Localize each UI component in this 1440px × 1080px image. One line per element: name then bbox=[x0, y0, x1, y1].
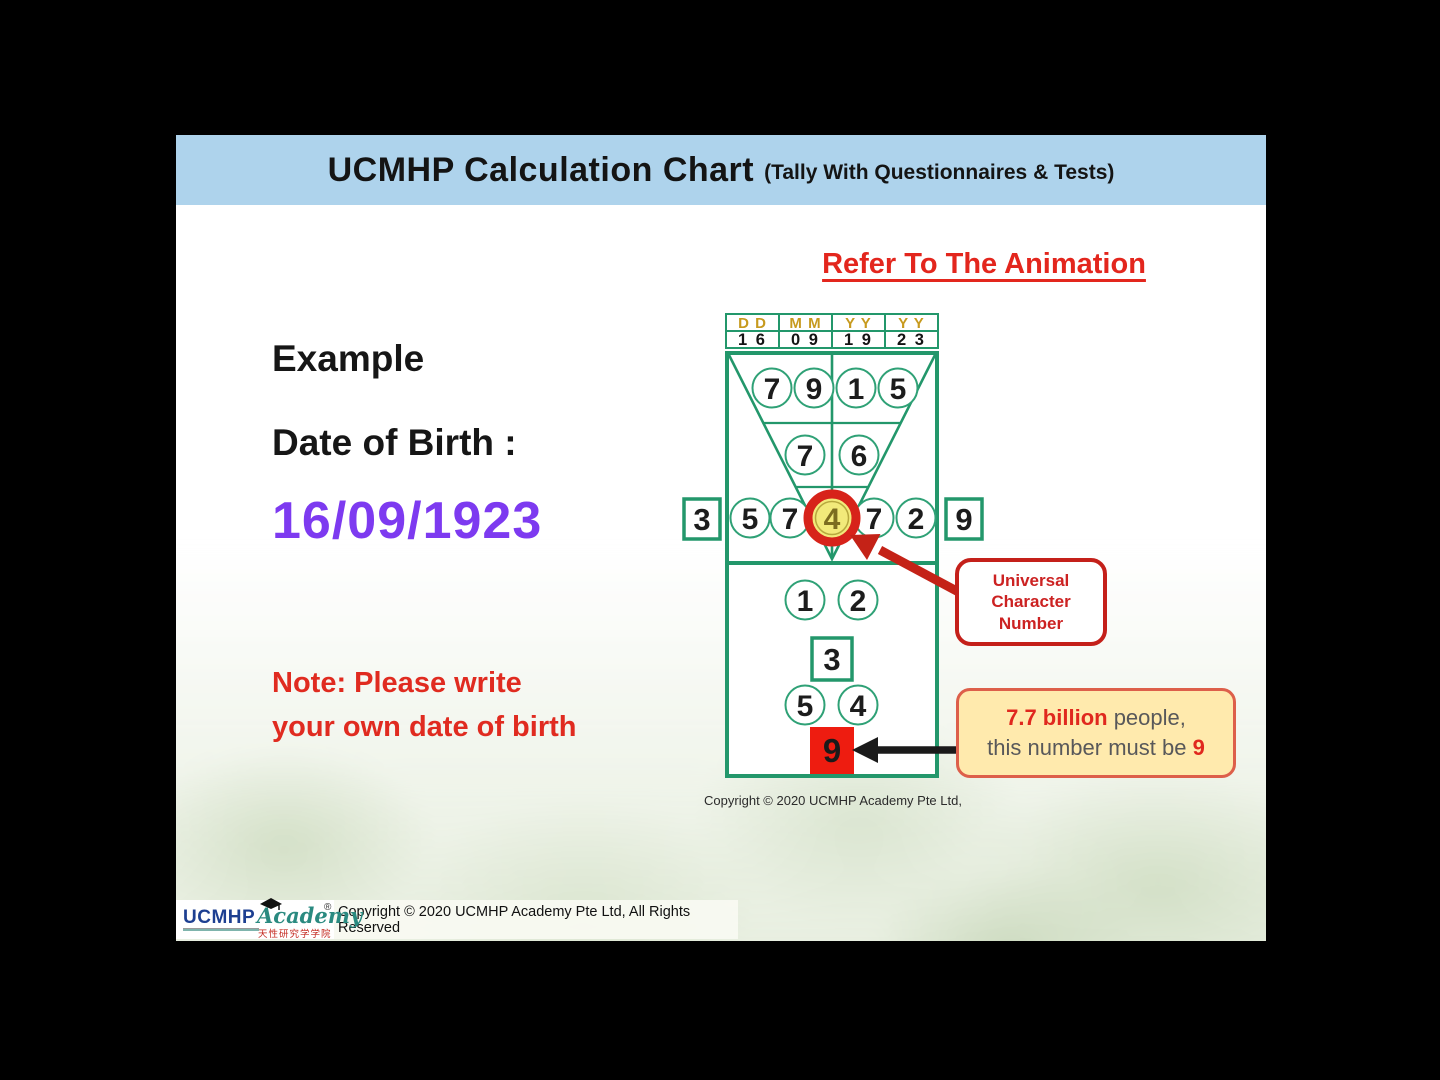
date-of-birth-value: 16/09/1923 bbox=[272, 492, 543, 550]
mid-num-3-highlight: 4 bbox=[824, 503, 841, 536]
triangle-row-1: 7 9 1 5 bbox=[751, 367, 919, 409]
highlighted-number-4: 4 bbox=[803, 489, 861, 547]
left-square-num: 3 bbox=[693, 502, 710, 537]
universal-character-number-callout: Universal Character Number bbox=[955, 558, 1107, 646]
presentation-slide: UCMHP Calculation Chart (Tally With Ques… bbox=[176, 135, 1266, 941]
note-text: Note: Please write your own date of birt… bbox=[272, 662, 577, 749]
billion-callout: 7.7 billion people, this number must be … bbox=[956, 688, 1236, 778]
root-number: 9 bbox=[823, 732, 841, 769]
header-label-dd: D D bbox=[738, 315, 767, 332]
billion-line-1: 7.7 billion people, bbox=[1006, 703, 1186, 733]
chart-copyright: Copyright © 2020 UCMHP Academy Pte Ltd, bbox=[704, 793, 962, 808]
note-line-1: Note: Please write bbox=[272, 667, 522, 699]
graduation-cap-icon bbox=[260, 898, 282, 910]
date-of-birth-label: Date of Birth : bbox=[272, 422, 517, 463]
footer-copyright: Copyright © 2020 UCMHP Academy Pte Ltd, … bbox=[338, 903, 691, 936]
billion-line-2: this number must be 9 bbox=[987, 733, 1205, 763]
logo-ucmhp-text: UCMHP bbox=[183, 907, 256, 928]
billion-rest: people, bbox=[1107, 705, 1186, 731]
calculation-chart: D D M M Y Y Y Y 1 6 0 9 1 9 2 3 bbox=[682, 313, 984, 778]
bottom-pair2-num2: 4 bbox=[850, 690, 867, 723]
bottom-pair1-num1: 1 bbox=[797, 585, 814, 618]
must-text: this number must be bbox=[987, 735, 1193, 760]
side-squares: 3 9 bbox=[682, 497, 984, 541]
root-number-box bbox=[810, 727, 854, 774]
ucmhp-academy-logo: UCMHP Academy ® 天性研究学学院 bbox=[176, 898, 362, 940]
ucn-line-1: Universal bbox=[992, 571, 1070, 591]
logo-chinese-text: 天性研究学学院 bbox=[258, 929, 332, 940]
triangle-row-2: 7 6 bbox=[784, 434, 880, 476]
header-label-mm: M M bbox=[789, 315, 821, 332]
root-arrow bbox=[852, 737, 959, 763]
row1-num-2: 9 bbox=[806, 373, 823, 406]
middle-row: 5 7 7 2 bbox=[729, 497, 937, 539]
refer-animation-link[interactable]: Refer To The Animation bbox=[822, 248, 1146, 280]
must-bold: 9 bbox=[1192, 735, 1205, 760]
lower-section: 1 2 3 5 4 9 bbox=[784, 579, 879, 774]
mid-num-4: 7 bbox=[866, 503, 883, 536]
ucn-line-2: Character bbox=[991, 592, 1071, 612]
ucn-line-3: Number bbox=[998, 613, 1064, 633]
mid-num-1: 5 bbox=[742, 503, 759, 536]
bottom-pair2-num1: 5 bbox=[797, 690, 814, 723]
header-label-yy1: Y Y bbox=[845, 315, 872, 332]
bottom-pair1-num2: 2 bbox=[850, 585, 867, 618]
note-line-2: your own date of birth bbox=[272, 710, 577, 743]
registered-mark: ® bbox=[324, 902, 332, 913]
row1-num-4: 5 bbox=[890, 373, 907, 406]
mid-num-2: 7 bbox=[782, 503, 799, 536]
footer-strip: UCMHP Academy ® 天性研究学学院 Copyright © 2020… bbox=[176, 898, 738, 940]
row2-num-2: 6 bbox=[851, 440, 868, 473]
row2-num-1: 7 bbox=[797, 440, 814, 473]
bottom-square-num: 3 bbox=[823, 642, 840, 677]
right-square-num: 9 bbox=[955, 502, 972, 537]
header-label-yy2: Y Y bbox=[898, 315, 925, 332]
slide-title-sub: (Tally With Questionnaires & Tests) bbox=[764, 161, 1115, 184]
row1-num-3: 1 bbox=[848, 373, 865, 406]
date-header-table: D D M M Y Y Y Y 1 6 0 9 1 9 2 3 bbox=[725, 313, 939, 349]
header-digits-year2: 2 3 bbox=[897, 331, 926, 349]
mid-num-5: 2 bbox=[908, 503, 925, 536]
slide-title-bar: UCMHP Calculation Chart (Tally With Ques… bbox=[176, 135, 1266, 205]
row1-num-1: 7 bbox=[764, 373, 781, 406]
header-digits-day: 1 6 bbox=[738, 331, 767, 349]
header-digits-year1: 1 9 bbox=[844, 331, 873, 349]
slide-title: UCMHP Calculation Chart bbox=[327, 150, 755, 189]
example-heading: Example bbox=[272, 338, 425, 379]
billion-bold: 7.7 billion bbox=[1006, 705, 1108, 731]
logo-academy-text: Academy bbox=[257, 903, 363, 928]
header-digits-month: 0 9 bbox=[791, 331, 820, 349]
logo-underline bbox=[183, 928, 259, 931]
ucn-arrow bbox=[850, 534, 969, 600]
